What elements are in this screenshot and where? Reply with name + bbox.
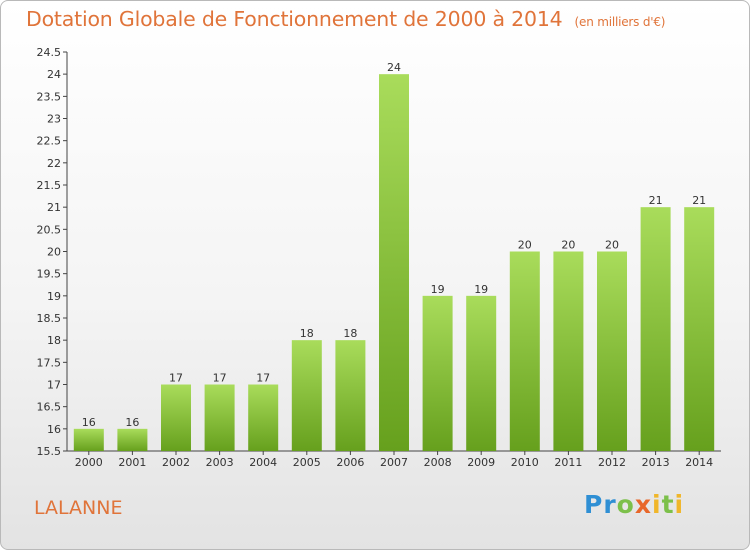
data-label: 18	[343, 327, 357, 340]
y-tick-label: 24	[47, 68, 61, 81]
bar	[73, 428, 104, 451]
logo-letter: x	[634, 490, 652, 519]
logo-letter: i	[652, 490, 662, 519]
y-tick-label: 24.5	[37, 46, 62, 59]
bar	[335, 340, 366, 451]
x-tick-label: 2001	[118, 456, 146, 469]
x-tick-label: 2002	[162, 456, 190, 469]
data-label: 20	[605, 239, 619, 252]
y-tick-label: 21	[47, 201, 61, 214]
x-tick-label: 2008	[424, 456, 452, 469]
y-tick-label: 17.5	[37, 356, 62, 369]
x-tick-label: 2006	[336, 456, 364, 469]
y-tick-label: 18.5	[37, 312, 62, 325]
data-label: 21	[649, 194, 663, 207]
data-label: 16	[82, 416, 96, 429]
bar	[684, 207, 715, 451]
y-tick-label: 23.5	[37, 90, 62, 103]
data-label: 20	[561, 239, 575, 252]
data-label: 17	[213, 372, 227, 385]
axes: 15.5 16 16.5 17 17.5 18 18.5 19 19.5 20 20.5 21 21.5…	[37, 46, 721, 469]
data-label: 17	[256, 372, 270, 385]
bars: 16 16 17 17 17 18 18 24 19 19 20 20 20 21 21	[73, 61, 715, 452]
logo-letter: r	[603, 490, 617, 519]
chart-title-text: Dotation Globale de Fonctionnement de 20…	[26, 7, 563, 31]
bar	[248, 384, 279, 451]
bar	[117, 428, 148, 451]
x-tick-label: 2014	[685, 456, 713, 469]
bar	[204, 384, 235, 451]
bar	[553, 251, 584, 451]
bar	[597, 251, 627, 451]
y-tick-label: 19	[47, 290, 61, 303]
logo-letter: P	[584, 490, 604, 519]
bar	[379, 74, 409, 452]
y-tick-label: 15.5	[37, 445, 62, 458]
x-tick-label: 2000	[75, 456, 103, 469]
y-tick-label: 16	[47, 423, 61, 436]
data-label: 24	[387, 61, 401, 74]
data-label: 17	[169, 372, 183, 385]
y-tick-label: 17	[47, 379, 61, 392]
bar	[640, 207, 671, 451]
y-tick-label: 19.5	[37, 268, 62, 281]
y-tick-label: 16.5	[37, 401, 62, 414]
bar	[509, 251, 540, 451]
chart-title: Dotation Globale de Fonctionnement de 20…	[26, 7, 665, 31]
x-tick-label: 2003	[206, 456, 234, 469]
data-label: 19	[474, 283, 488, 296]
y-tick-label: 20	[47, 246, 61, 259]
logo-letter: i	[674, 490, 685, 519]
y-tick-label: 22	[47, 157, 61, 170]
x-tick-label: 2012	[598, 456, 626, 469]
y-tick-label: 18	[47, 334, 61, 347]
chart-unit: (en milliers d'€)	[574, 15, 666, 29]
data-label: 20	[518, 239, 532, 252]
bar	[161, 384, 191, 451]
logo-letter: o	[616, 490, 635, 519]
data-label: 21	[692, 194, 706, 207]
bar	[466, 295, 497, 451]
x-tick-label: 2005	[293, 456, 321, 469]
y-tick-label: 23	[47, 113, 61, 126]
bar	[291, 340, 322, 451]
y-tick-label: 20.5	[37, 223, 62, 236]
data-label: 18	[300, 327, 314, 340]
data-label: 16	[125, 416, 139, 429]
y-tick-label: 21.5	[37, 179, 62, 192]
proxiti-logo: Proxiti	[584, 490, 684, 519]
commune-name: LALANNE	[34, 497, 123, 519]
data-label: 19	[431, 283, 445, 296]
x-tick-label: 2013	[642, 456, 670, 469]
x-tick-label: 2011	[554, 456, 582, 469]
x-tick-label: 2010	[511, 456, 539, 469]
logo-letter: t	[661, 490, 675, 519]
bar	[422, 295, 453, 451]
y-tick-label: 22.5	[37, 135, 62, 148]
x-tick-label: 2009	[467, 456, 495, 469]
x-tick-label: 2004	[249, 456, 277, 469]
x-tick-label: 2007	[380, 456, 408, 469]
